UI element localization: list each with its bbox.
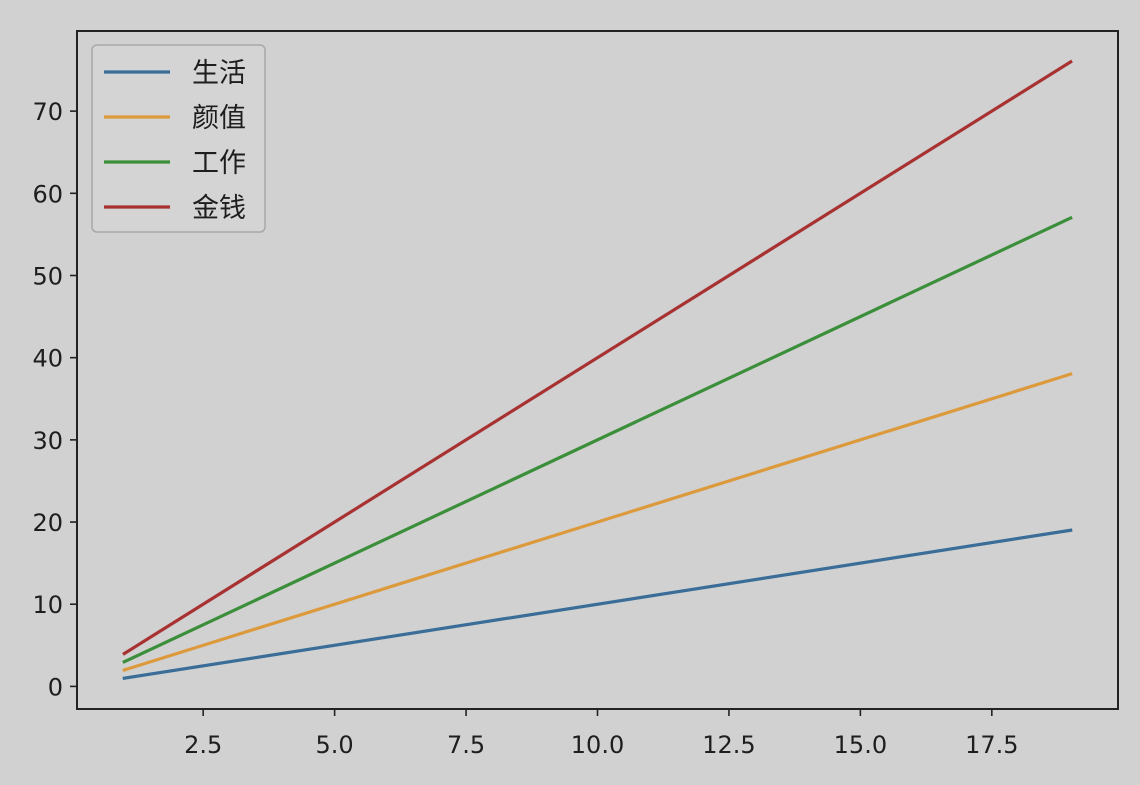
x-tick-label: 10.0 [571, 731, 624, 759]
legend-label-0: 生活 [192, 58, 246, 89]
y-tick-label: 20 [32, 509, 63, 537]
y-tick-label: 70 [32, 98, 63, 126]
y-tick-label: 0 [48, 673, 63, 701]
series-line-1 [122, 372, 1073, 672]
x-tick-label: 17.5 [965, 731, 1018, 759]
y-tick-label: 60 [32, 180, 63, 208]
series-layer [122, 59, 1073, 681]
x-tick-label: 15.0 [834, 731, 887, 759]
axis-layer: 2.5 5.0 7.5 10.0 12.5 15.0 17.5 0 10 20 30 40 50 60 70 [32, 98, 1018, 759]
y-tick-label: 30 [32, 427, 63, 455]
y-tick-label: 40 [32, 345, 63, 373]
legend-label-1: 颜值 [192, 103, 246, 134]
x-tick-label: 5.0 [316, 731, 354, 759]
x-tick-label: 7.5 [447, 731, 485, 759]
series-line-2 [122, 215, 1073, 664]
series-line-0 [122, 528, 1073, 681]
x-tick-label: 2.5 [184, 731, 222, 759]
y-tick-label: 50 [32, 262, 63, 290]
x-tick-label: 12.5 [702, 731, 755, 759]
legend-label-3: 金钱 [192, 193, 246, 224]
series-line-3 [122, 59, 1073, 656]
legend-box [91, 44, 266, 233]
legend-label-2: 工作 [192, 148, 246, 179]
y-tick-label: 10 [32, 591, 63, 619]
